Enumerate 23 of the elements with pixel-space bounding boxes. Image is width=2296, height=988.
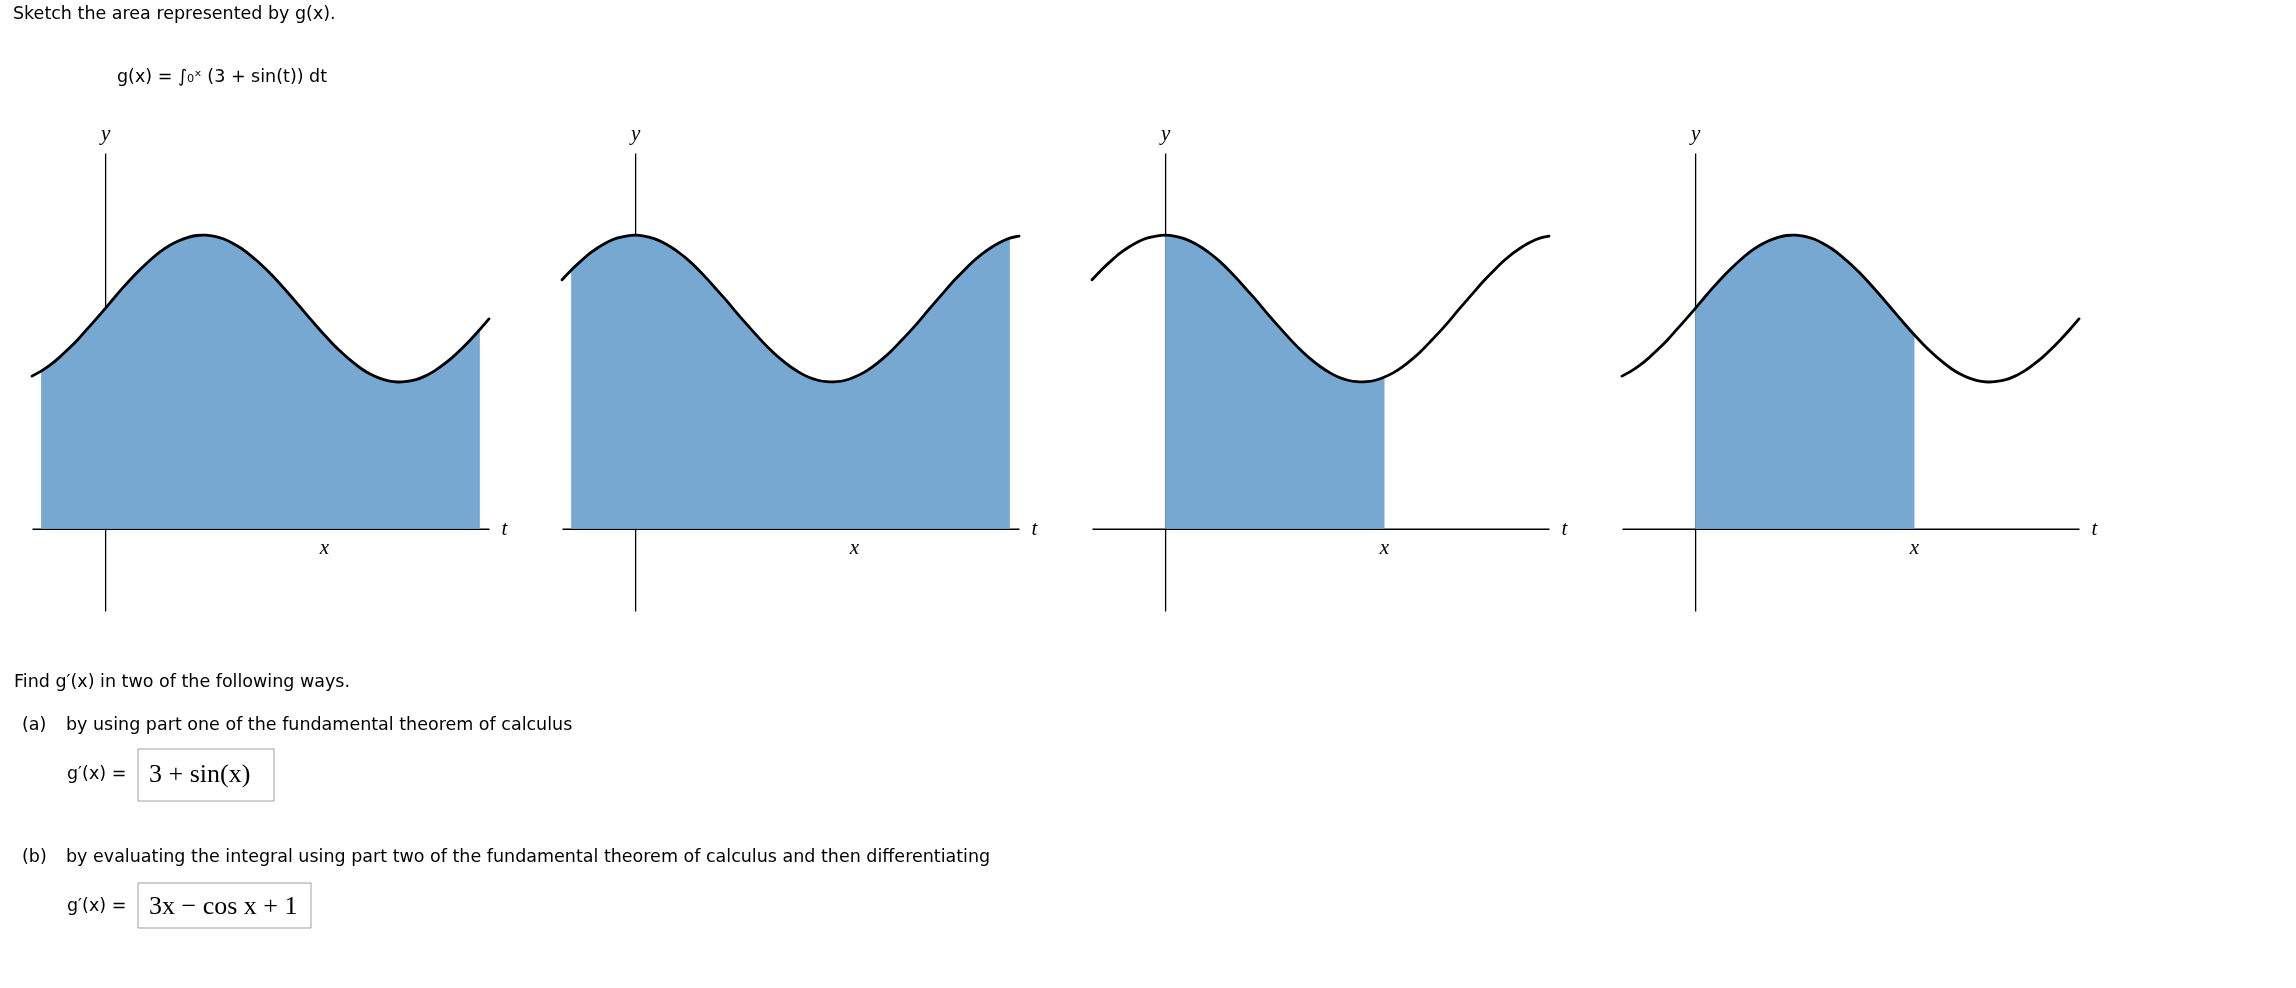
text: by using part one of the fundamental theorem of calculus — [66, 714, 573, 734]
text: x — [1378, 534, 1390, 559]
text: by evaluating the integral using part two of the fundamental theorem of calculus and then differentiating — [66, 846, 991, 866]
x-axis-title: t — [1031, 516, 1039, 541]
x-axis-title: t — [501, 516, 509, 541]
text: g(x) = ∫₀ˣ (3 + sin(t)) dt — [117, 66, 328, 86]
text: 3 + sin(x) — [149, 759, 251, 788]
text: 3x − cos x + 1 — [149, 891, 298, 920]
text: Find g′(x) in two of the following ways. — [14, 671, 351, 691]
text: (a) — [22, 714, 47, 734]
text: x — [318, 534, 330, 559]
text: g′(x) = — [67, 763, 127, 783]
y-axis-title: y — [98, 120, 111, 145]
y-axis-title: y — [1158, 120, 1171, 145]
y-axis-title: y — [1688, 120, 1701, 145]
y-axis-title: y — [628, 120, 641, 145]
x-axis-title: t — [1561, 516, 1569, 541]
x-axis-title: t — [2091, 516, 2099, 541]
text: g′(x) = — [67, 895, 127, 915]
text: x — [848, 534, 860, 559]
text: (b) — [22, 846, 47, 866]
text: Sketch the area represented by g(x). — [13, 3, 336, 23]
text: x — [1908, 534, 1920, 559]
